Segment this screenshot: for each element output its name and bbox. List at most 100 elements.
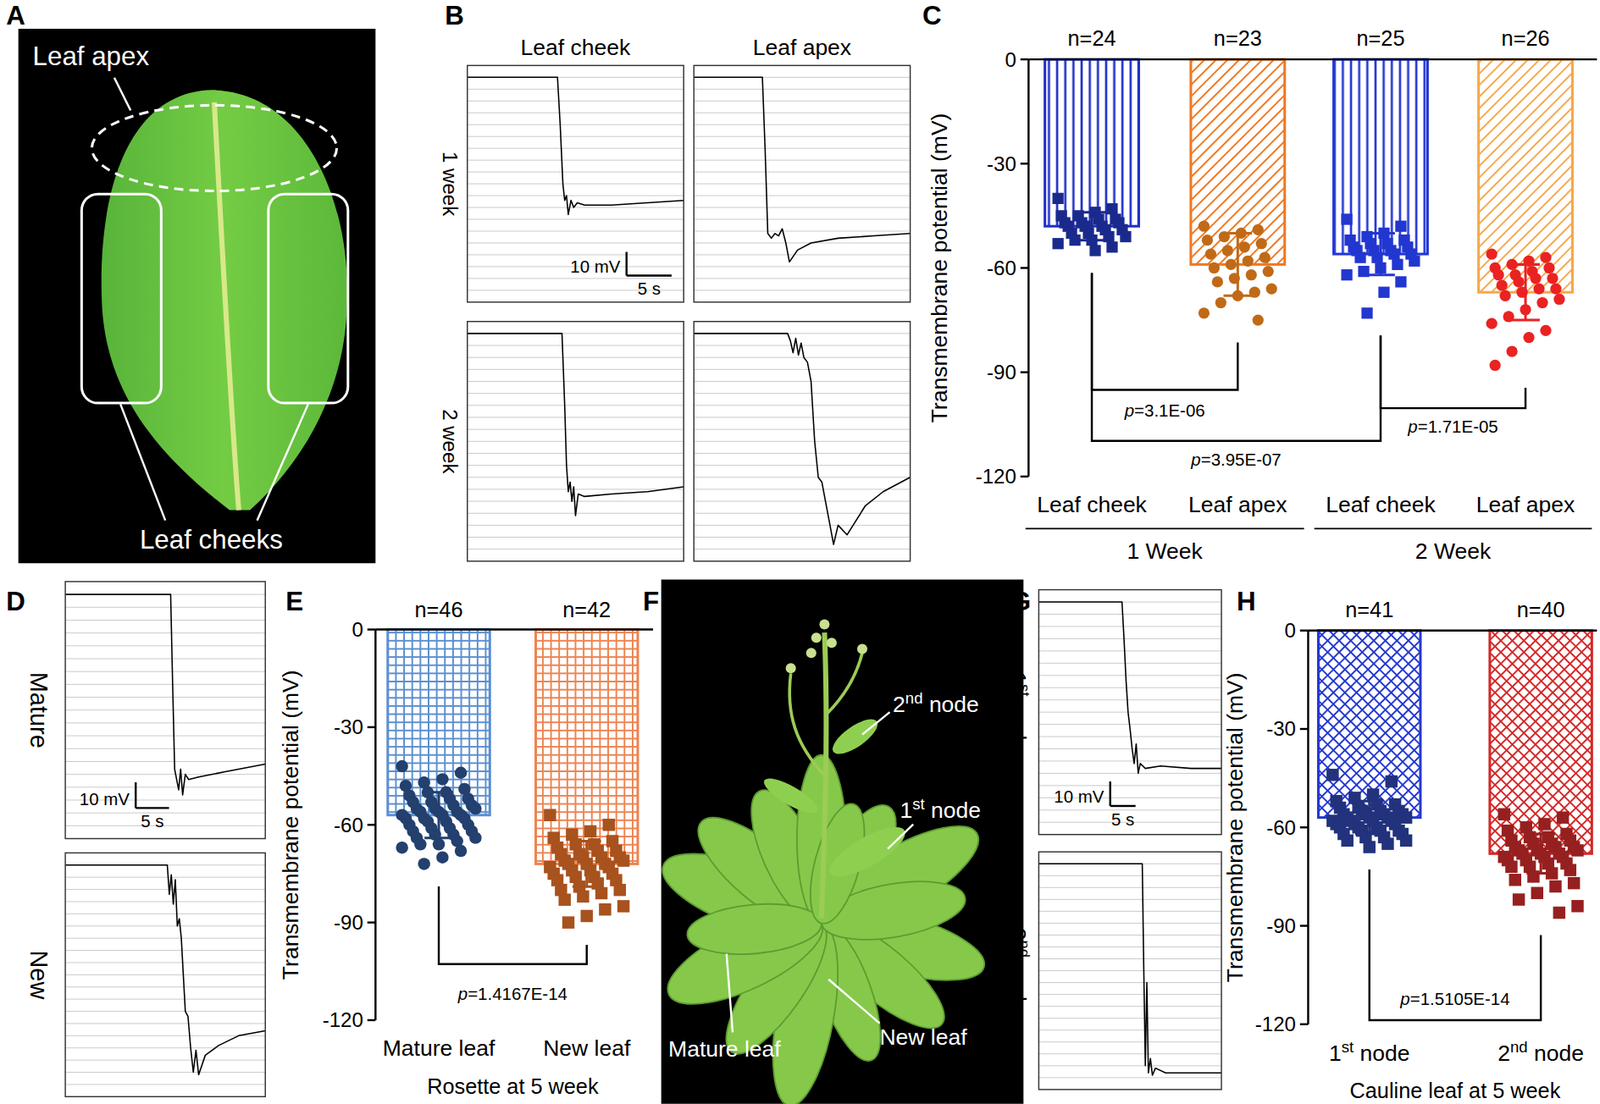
bar (535, 630, 637, 865)
tick (1020, 266, 1030, 269)
grid-line (693, 277, 910, 279)
category-label: New leaf (542, 1035, 632, 1062)
scale-bar-label: 10 mV (1053, 786, 1105, 807)
plot-background (693, 321, 910, 562)
tick (1300, 924, 1309, 927)
count-label: n=42 (562, 597, 611, 622)
grid-line (467, 195, 684, 197)
grid-line (1038, 699, 1222, 701)
grid-line (65, 962, 266, 964)
image-label: 1st node (900, 795, 982, 825)
grid-line (65, 1035, 266, 1037)
data-point (1486, 318, 1498, 330)
tick-label: -90 (1266, 914, 1296, 938)
column-label: Leaf cheek (520, 34, 632, 61)
trace-chart: 10 mV5 s (467, 65, 684, 302)
scale-bar-x (135, 807, 169, 809)
data-point (1052, 238, 1064, 250)
marks (65, 865, 266, 1076)
plot-frame (1038, 852, 1222, 1091)
grid-line (1038, 675, 1222, 676)
trace-line (693, 333, 910, 545)
grid-line (467, 525, 684, 526)
tick-label: -120 (1255, 1013, 1296, 1036)
grid-line (467, 171, 684, 173)
image-background (18, 28, 377, 564)
trace-line (693, 77, 910, 262)
data-point (1493, 269, 1505, 281)
data-point (1385, 775, 1398, 788)
count-label: n=26 (1501, 26, 1551, 50)
scale-bar-label: 10 mV (79, 789, 131, 809)
grid-line (1038, 958, 1222, 960)
data-point (617, 900, 630, 913)
grid-line (65, 620, 266, 621)
data-point (1538, 818, 1551, 831)
grid-line (467, 548, 684, 550)
grid-line (693, 183, 910, 185)
grid-line (65, 825, 266, 827)
category-label: 2nd node (1497, 1038, 1584, 1068)
grid-line (65, 1023, 266, 1025)
plot-frame (467, 65, 684, 302)
tick-label: -120 (322, 1008, 364, 1032)
panel-letter: C (922, 0, 942, 31)
tick (1020, 162, 1030, 165)
trace-line (65, 594, 266, 796)
marks (693, 77, 910, 262)
data-point (414, 838, 427, 851)
data-point (1363, 841, 1376, 853)
tick (1020, 58, 1030, 61)
data-point (1239, 241, 1251, 253)
comparison-bracket (438, 886, 587, 965)
plot-background (467, 65, 684, 302)
trace-chart (693, 65, 910, 302)
panel-letter: A (5, 0, 26, 31)
grid-line (693, 148, 910, 150)
data-point (1361, 307, 1373, 319)
grid-line (693, 112, 910, 114)
tick (367, 1019, 377, 1022)
data-point (1354, 252, 1366, 264)
marks (467, 77, 684, 215)
flower-bud (857, 643, 868, 654)
data-point (1571, 900, 1584, 913)
grid-line (1038, 1041, 1222, 1043)
grid-line (65, 999, 266, 1001)
grid-line (65, 1047, 266, 1049)
grid-line (65, 774, 266, 776)
grid-line (65, 1084, 266, 1086)
comparison-bracket (1091, 272, 1238, 390)
data-point (1505, 345, 1517, 357)
data-point (558, 893, 571, 906)
grid-line (693, 254, 910, 255)
trace-line (1038, 863, 1222, 1076)
data-point (1262, 265, 1274, 277)
axis-title: Cauline leaf at 5 week (1350, 1079, 1562, 1103)
image-background (661, 580, 1025, 1104)
data-point (1550, 282, 1562, 294)
trace-chart (65, 852, 266, 1097)
row-label: New (25, 950, 53, 1000)
grid-line (467, 230, 684, 232)
grid-line (467, 404, 684, 406)
scale-bar-y (1109, 781, 1112, 807)
tick (1300, 630, 1309, 632)
rosette-leaf (655, 896, 835, 1024)
tick-label: 0 (1004, 48, 1016, 72)
grid-line (1038, 1053, 1222, 1055)
data-point (432, 838, 445, 851)
grid-line (65, 889, 266, 891)
grid-line (467, 416, 684, 418)
grid-line (693, 548, 910, 550)
tick (1020, 370, 1030, 373)
p-value: p=3.95E-07 (1190, 449, 1281, 470)
data-point (617, 854, 630, 867)
data-point (595, 887, 608, 900)
category-label: 1st node (1328, 1038, 1411, 1068)
data-point (436, 773, 449, 786)
trace-line (65, 865, 266, 1076)
grid-line (65, 761, 266, 763)
grid-line (65, 697, 266, 698)
grid-line (1038, 899, 1222, 901)
